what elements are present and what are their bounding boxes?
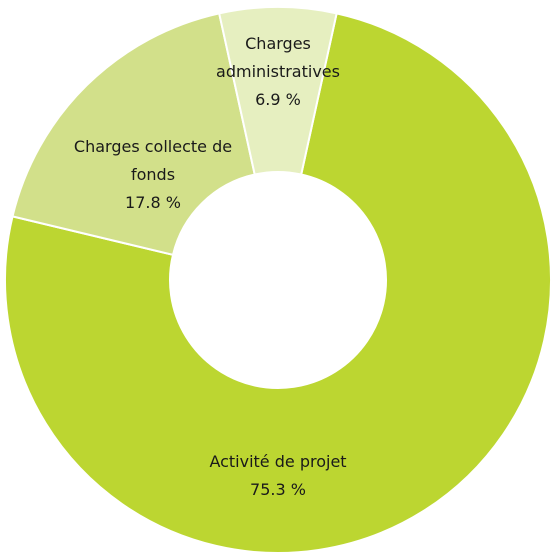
value-label: 75.3 % <box>250 480 306 499</box>
category-label: Charges collecte de fonds <box>73 137 233 184</box>
value-label: 17.8 % <box>125 193 181 212</box>
slice <box>4 12 552 554</box>
category-label: Charges administratives <box>216 34 340 81</box>
slice <box>11 12 256 257</box>
slice-label: Activité de projet 75.3 % <box>178 448 378 504</box>
slice <box>217 6 338 176</box>
category-label: Activité de projet <box>209 452 347 471</box>
value-label: 6.9 % <box>255 90 301 109</box>
slice-label: Charges administratives 6.9 % <box>203 30 353 114</box>
slice-label: Charges collecte de fonds 17.8 % <box>63 133 243 217</box>
